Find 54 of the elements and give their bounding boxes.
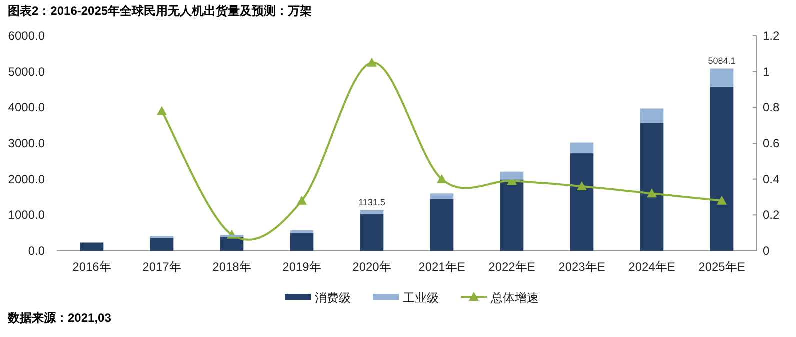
point [717, 196, 727, 205]
chart-title: 图表2：2016-2025年全球民用无人机出货量及预测：万架 [8, 4, 312, 18]
bar [710, 86, 734, 251]
bar [430, 199, 454, 251]
bar [80, 242, 104, 251]
y-tick-label: 4000.0 [8, 100, 46, 115]
bar [640, 123, 664, 251]
point [297, 196, 307, 205]
y2-tick-label: 0.4 [763, 172, 780, 186]
total-label: 5084.1 [708, 56, 736, 66]
point [577, 182, 587, 190]
y2-tick-label: 1 [763, 64, 770, 79]
y-tick-label: 0.0 [28, 244, 46, 258]
bar [640, 108, 664, 124]
bar [570, 142, 594, 154]
bar [150, 238, 174, 251]
x-tick-label: 2020年 [352, 260, 392, 274]
bar [360, 210, 384, 214]
y2-tick-label: 0 [763, 244, 770, 258]
bar [290, 230, 314, 234]
x-tick-label: 2023年E [558, 260, 606, 274]
y-tick-label: 3000.0 [8, 136, 46, 150]
source-note: 数据来源：2021,03 [7, 311, 112, 325]
x-tick-label: 2019年 [282, 260, 322, 274]
y-tick-label: 1000.0 [8, 208, 46, 222]
x-tick-label: 2025年E [698, 260, 746, 274]
x-tick-label: 2022年E [488, 260, 536, 274]
x-tick-label: 2024年E [628, 260, 676, 274]
bar [430, 194, 454, 200]
total-label: 1131.5 [358, 197, 386, 208]
x-tick-label: 2018年 [212, 260, 252, 274]
legend-label: 总体增速 [490, 291, 539, 305]
bar [500, 172, 524, 180]
legend-label: 工业级 [403, 291, 439, 305]
point [647, 188, 657, 198]
legend-label: 消费级 [315, 291, 351, 305]
x-tick-label: 2021年E [418, 260, 466, 274]
bar [570, 154, 594, 251]
point [367, 58, 377, 67]
bar [360, 214, 384, 251]
x-tick-label: 2016年 [72, 260, 112, 274]
y2-tick-label: 0.2 [763, 208, 780, 222]
point [157, 106, 167, 116]
y2-tick-label: 0.6 [763, 136, 780, 150]
y-tick-label: 2000.0 [8, 172, 46, 186]
x-tick-label: 2017年 [142, 260, 182, 274]
y2-tick-label: 1.2 [763, 29, 780, 43]
point [437, 174, 447, 184]
bar [500, 180, 524, 251]
y2-tick-label: 0.8 [763, 100, 780, 115]
y-tick-label: 5000.0 [8, 64, 46, 79]
y-tick-label: 6000.0 [8, 29, 46, 43]
bar [290, 233, 314, 251]
bar [710, 68, 734, 87]
